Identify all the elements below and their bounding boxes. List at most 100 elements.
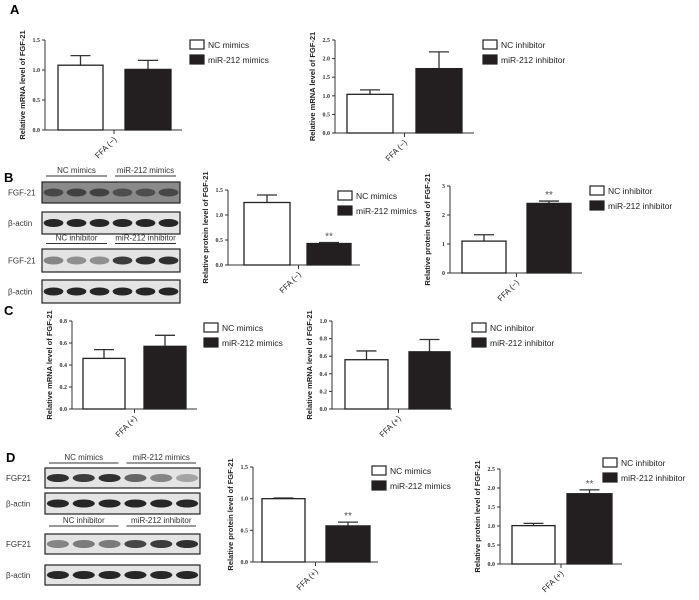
legend-swatch <box>471 322 487 333</box>
legend-swatch <box>482 54 498 65</box>
y-tick-label: 0.0 <box>320 407 328 413</box>
blot-band <box>124 571 147 579</box>
blot-band <box>46 474 69 482</box>
bar-control <box>57 64 104 131</box>
y-axis-label: Relative mRNA level of FGF-21 <box>308 32 317 141</box>
bar-control <box>344 359 389 410</box>
blot-band <box>176 540 199 548</box>
blot-band <box>112 188 133 197</box>
y-tick-label: 1.5 <box>488 505 496 511</box>
blot-band <box>150 474 173 482</box>
legend-label: miR-212 mimics <box>390 481 451 491</box>
bar-chart-4: Relative protein level of FGF-21 0 1 2 3 FFA … <box>423 173 672 303</box>
blot-band <box>176 474 199 482</box>
legend-swatch <box>189 39 205 50</box>
blot-band <box>150 499 173 508</box>
blot-band <box>89 188 110 197</box>
blot-band <box>158 219 179 227</box>
x-tick-label: FFA (−) <box>93 135 118 160</box>
legend-swatch <box>337 205 353 216</box>
blot-membrane <box>41 211 181 235</box>
blot-group-label: NC mimics <box>64 453 103 462</box>
legend-label: NC mimics <box>208 40 249 50</box>
panel-label-a: A <box>10 2 20 17</box>
blot-membrane <box>41 248 181 273</box>
blot-band <box>135 219 156 227</box>
blot-band <box>66 256 87 265</box>
blot-band <box>112 256 133 265</box>
panel-label-b: B <box>4 170 13 185</box>
bar-chart-2: Relative mRNA level of FGF-21 0.0 0.5 1.0 1.… <box>308 32 565 163</box>
significance-marker: ** <box>545 190 553 201</box>
legend-label: NC mimics <box>390 466 431 476</box>
blot-group-label: miR-212 inhibitor <box>115 234 176 243</box>
y-axis-label: Relative protein level of FGF-21 <box>423 173 432 285</box>
blot-band <box>135 256 156 265</box>
x-tick-label: FFA (+) <box>114 414 139 439</box>
y-tick-label: 0.2 <box>320 389 328 395</box>
bar-control <box>346 93 394 134</box>
bar-chart-8: Relative protein level of FGF-21 0.0 0.5 1.… <box>473 457 685 594</box>
legend-swatch <box>482 39 498 50</box>
blot-band <box>72 499 95 508</box>
y-tick-label: 0.6 <box>320 354 328 360</box>
blot-band <box>176 571 199 579</box>
blot-group-label: NC inhibitor <box>56 234 98 243</box>
bar-treatment <box>124 68 172 131</box>
y-tick-label: 0.4 <box>320 372 328 378</box>
y-tick-label: 2.0 <box>488 486 496 492</box>
blot-band <box>72 571 95 579</box>
y-tick-label: 0.5 <box>216 238 224 244</box>
legend-swatch <box>602 472 618 483</box>
y-tick-label: 0.5 <box>241 528 249 534</box>
blot-band <box>46 540 69 548</box>
y-tick-label: 0.0 <box>488 562 496 568</box>
y-tick-label: 0.6 <box>60 341 68 347</box>
blot-band <box>66 287 87 296</box>
blot-group-label: NC mimics <box>57 166 96 175</box>
y-tick-label: 1.5 <box>323 75 331 81</box>
legend-swatch <box>337 190 353 201</box>
blot-membrane <box>44 492 201 515</box>
blot-band <box>72 474 95 482</box>
x-tick-label: FFA (−) <box>496 278 521 303</box>
y-tick-label: 1.0 <box>33 68 41 74</box>
y-tick-label: 1.0 <box>320 319 328 325</box>
blot-row-label: FGF21 <box>6 474 31 483</box>
blot-band <box>89 219 110 227</box>
blot-row-label: FGF-21 <box>8 257 36 266</box>
y-tick-label: 0.2 <box>60 385 68 391</box>
bar-treatment <box>325 525 371 563</box>
x-tick-label: FFA (−) <box>384 138 409 163</box>
legend-swatch <box>602 457 618 468</box>
blots-group: NC mimics miR-212 mimics NC inhibitor miR-2… <box>6 166 201 586</box>
blot-band <box>124 540 147 548</box>
bar-chart-5: Relative mRNA level of FGF-21 0.0 0.2 0.4 0.… <box>45 310 283 439</box>
x-tick-label: FFA (+) <box>540 569 565 594</box>
y-tick-label: 0.5 <box>323 112 331 118</box>
legend-swatch <box>189 54 205 65</box>
legend-swatch <box>371 465 387 476</box>
blot-band <box>158 188 179 197</box>
blot-band <box>66 219 87 227</box>
y-tick-label: 2.5 <box>323 38 331 44</box>
bar-treatment <box>415 67 463 134</box>
y-tick-label: 0.5 <box>33 98 41 104</box>
blot-band <box>150 540 173 548</box>
bar-control <box>82 357 126 410</box>
blot-group-label: miR-212 mimics <box>133 453 190 462</box>
y-tick-label: 0.0 <box>33 128 41 134</box>
significance-marker: ** <box>325 232 333 243</box>
legend-label: miR-212 inhibitor <box>621 473 685 483</box>
blot-row-label: FGF-21 <box>8 189 36 198</box>
bar-chart-7: Relative protein level of FGF-21 0.0 0.5 1.… <box>226 458 451 592</box>
y-axis-label: Relative protein level of FGF-21 <box>201 171 210 283</box>
y-tick-label: 0.4 <box>60 363 68 369</box>
blot-row-label: FGF21 <box>6 540 31 549</box>
blot-membrane <box>41 181 181 204</box>
blot-band <box>158 256 179 265</box>
y-tick-label: 1.0 <box>323 94 331 100</box>
blot-group-label: NC inhibitor <box>63 516 105 525</box>
blot-band <box>72 540 95 548</box>
